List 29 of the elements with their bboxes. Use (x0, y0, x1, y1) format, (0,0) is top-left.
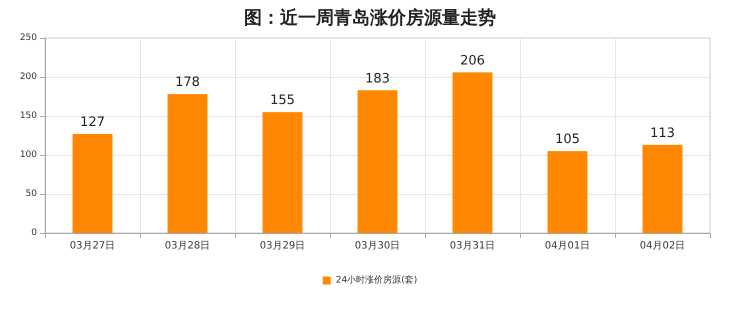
data-label: 127 (80, 114, 105, 130)
x-tick-label: 04月01日 (544, 240, 590, 252)
data-label: 105 (555, 132, 580, 148)
bar (642, 144, 682, 233)
bar (72, 134, 112, 233)
data-label: 183 (365, 71, 390, 86)
y-tick-label: 0 (31, 228, 38, 238)
y-tick-label: 50 (26, 189, 38, 199)
data-label: 155 (270, 93, 295, 108)
bar (168, 94, 208, 233)
x-tick-label: 03月31日 (450, 240, 496, 252)
x-tick-label: 03月30日 (354, 240, 400, 252)
x-tick-label: 03月29日 (260, 240, 306, 252)
bar (262, 112, 302, 233)
bar (358, 90, 398, 233)
data-label: 113 (650, 126, 675, 141)
y-tick-label: 200 (20, 72, 38, 82)
bar (548, 151, 588, 233)
x-tick-label: 04月02日 (640, 240, 686, 252)
y-tick-label: 100 (20, 150, 38, 160)
legend-label: 24小时涨价房源(套) (336, 274, 418, 286)
data-label: 206 (460, 53, 485, 68)
chart-title: 图：近一周青岛涨价房源量走势 (244, 8, 496, 28)
x-tick-label: 03月27日 (70, 240, 116, 252)
bar (452, 72, 492, 233)
data-label: 178 (175, 75, 200, 90)
y-tick-label: 150 (20, 111, 38, 121)
x-tick-label: 03月28日 (164, 240, 210, 252)
y-tick-label: 250 (20, 33, 38, 43)
